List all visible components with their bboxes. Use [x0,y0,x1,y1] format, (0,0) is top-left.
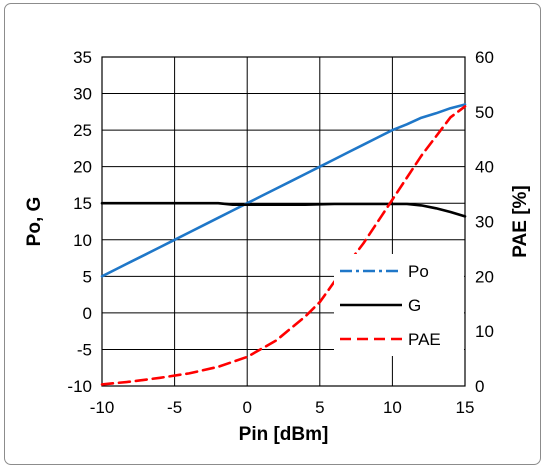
left-y-tick-label: 0 [83,304,92,323]
left-y-tick-label: 30 [73,85,92,104]
left-y-tick-label: 10 [73,231,92,250]
series-line-po [100,103,467,278]
left-y-tick-label: 15 [73,194,92,213]
right-y-axis-title: PAE [%] [510,185,531,257]
left-y-tick-label: -5 [77,340,92,359]
legend-label-g: G [408,296,421,315]
x-tick-label: 0 [242,398,251,417]
left-y-tick-label: 25 [73,121,92,140]
x-tick-label: 15 [456,398,475,417]
right-y-tick-label: 50 [475,103,494,122]
x-tick-label: -5 [167,398,182,417]
left-y-tick-label: 5 [83,267,92,286]
right-y-tick-label: 10 [475,322,494,341]
x-tick-label: -10 [90,398,115,417]
left-y-axis-title: Po, G [24,197,45,247]
right-y-axis-ticks: 0 10 20 30 40 50 60 [475,48,494,396]
series-layer [100,103,467,386]
x-axis-ticks: -10 -5 0 5 10 15 [90,398,475,417]
plot-area [101,56,466,387]
x-axis-title: Pin [dBm] [239,424,329,445]
legend-label-pae: PAE [408,330,441,349]
chart-frame [4,3,541,465]
left-y-tick-label: 35 [73,48,92,67]
legend-label-po: Po [408,262,429,281]
legend: Po G PAE [334,254,464,356]
right-y-tick-label: 60 [475,48,494,67]
left-y-tick-label: -10 [67,377,92,396]
right-y-tick-label: 30 [475,213,494,232]
x-tick-label: 10 [383,398,402,417]
series-line-g [100,201,467,218]
right-y-tick-label: 20 [475,267,494,286]
left-y-axis-ticks: -10 -5 0 5 10 15 20 25 30 35 [67,48,92,396]
right-y-tick-label: 0 [475,377,484,396]
right-y-tick-label: 40 [475,158,494,177]
left-y-tick-label: 20 [73,158,92,177]
series-line-pae [100,105,467,386]
x-tick-label: 5 [315,398,324,417]
